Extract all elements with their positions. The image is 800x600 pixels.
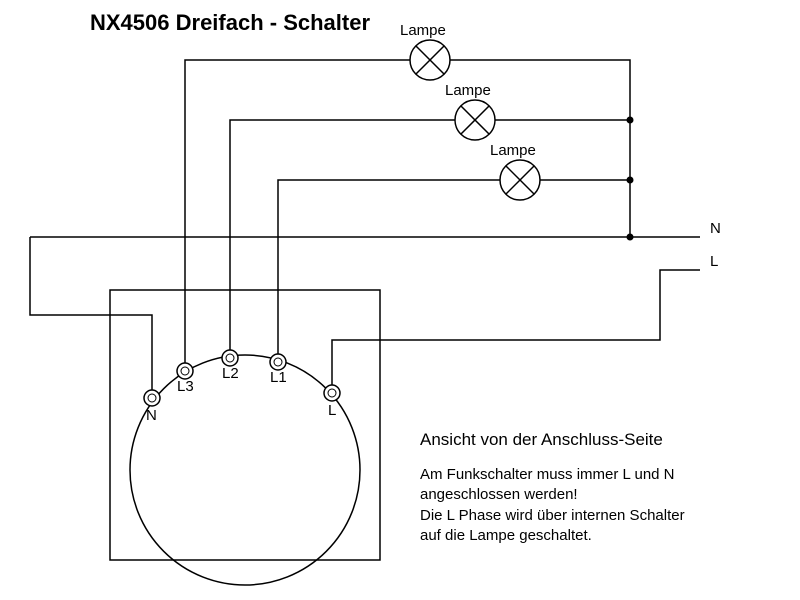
junction-dot: [627, 117, 634, 124]
description-body: Am Funkschalter muss immer L und Nangesc…: [420, 465, 760, 546]
description-line: angeschlossen werden!: [420, 485, 760, 505]
terminal-N: [144, 390, 160, 406]
wire-N-to-switch: [30, 237, 152, 390]
lamp-label: Lampe: [490, 142, 536, 159]
terminal-label-N: N: [146, 407, 157, 424]
wire-L2-to-lamp2: [230, 120, 455, 350]
supply-label-N: N: [710, 220, 721, 237]
terminal-L2: [222, 350, 238, 366]
terminal-label-L2: L2: [222, 365, 239, 382]
lamp-label: Lampe: [400, 22, 446, 39]
description-line: Die L Phase wird über internen Schalter: [420, 506, 760, 526]
junction-dot: [627, 177, 634, 184]
terminal-label-L3: L3: [177, 378, 194, 395]
diagram-title: NX4506 Dreifach - Schalter: [90, 10, 370, 36]
wire-L-line: [332, 270, 700, 385]
terminal-label-L: L: [328, 402, 336, 419]
wire-L1-to-lamp3: [278, 180, 500, 354]
terminal-L: [324, 385, 340, 401]
description-heading: Ansicht von der Anschluss-Seite: [420, 430, 663, 450]
switch-housing: [110, 290, 380, 560]
supply-label-L: L: [710, 253, 718, 270]
terminal-L1: [270, 354, 286, 370]
terminal-L3: [177, 363, 193, 379]
description-line: Am Funkschalter muss immer L und N: [420, 465, 760, 485]
wire-L3-to-lamp1: [185, 60, 410, 363]
lamp-label: Lampe: [445, 82, 491, 99]
junction-dot: [627, 234, 634, 241]
terminal-label-L1: L1: [270, 369, 287, 386]
description-line: auf die Lampe geschaltet.: [420, 526, 760, 546]
